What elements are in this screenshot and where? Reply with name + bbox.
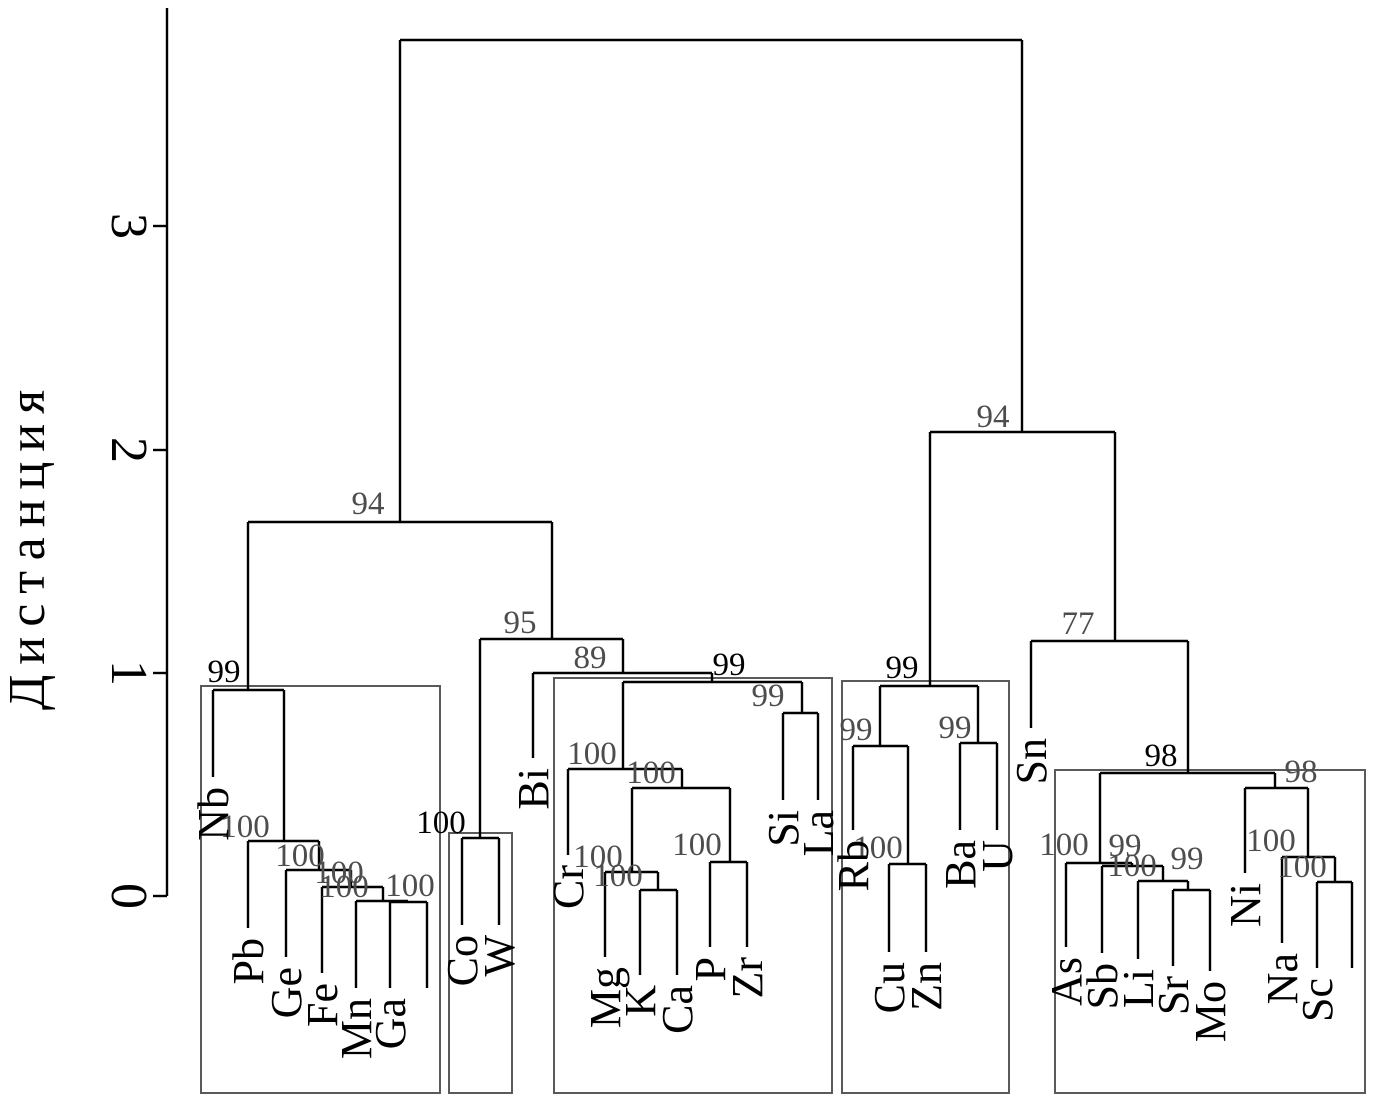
leaf-label-nb: Nb [189, 787, 238, 841]
dendrogram-tree-lines [211, 38, 1354, 988]
leaf-label-cr: Cr [544, 865, 593, 909]
bootstrap-value: 95 [504, 605, 537, 641]
bootstrap-value: 100 [220, 809, 270, 845]
leaf-label-ba: Ba [936, 840, 985, 889]
bootstrap-value: 98 [1145, 738, 1178, 774]
leaf-label-mn: Mn [332, 998, 381, 1059]
bootstrap-value: 94 [977, 399, 1010, 435]
leaf-label-ni: Ni [1221, 883, 1270, 927]
bootstrap-value: 99 [939, 710, 972, 746]
bootstrap-value: 100 [567, 736, 617, 772]
bootstrap-value: 100 [385, 868, 435, 904]
cluster-box [553, 677, 833, 1094]
y-axis-tick-label: 3 [100, 213, 157, 239]
leaf-label-fe: Fe [298, 983, 347, 1027]
bootstrap-value: 98 [1285, 754, 1318, 790]
leaf-label-ga: Ga [366, 998, 415, 1049]
bootstrap-value: 99 [1109, 828, 1142, 864]
leaf-label-zn: Zn [902, 962, 951, 1011]
leaf-label-w: W [475, 935, 524, 977]
leaf-label-sr: Sr [1149, 976, 1198, 1015]
leaf-label-co: Co [438, 935, 487, 986]
bootstrap-value: 100 [1246, 823, 1296, 859]
y-axis-tick-label: 1 [100, 660, 157, 686]
bootstrap-value: 99 [752, 678, 785, 714]
bootstrap-value: 99 [1171, 841, 1204, 877]
leaf-label-mg: Mg [581, 967, 630, 1028]
bootstrap-value: 100 [275, 838, 325, 874]
y-axis: 0 1 2 3 [100, 8, 169, 909]
leaf-label-p: P [686, 957, 735, 981]
bootstrap-value: 99 [713, 647, 746, 683]
y-axis-tick-label: 2 [100, 437, 157, 463]
leaf-label-sc: Sc [1293, 978, 1342, 1022]
bootstrap-value: 94 [352, 486, 385, 522]
leaf-label-sb: Sb [1078, 963, 1127, 1009]
bootstrap-value: 100 [593, 858, 643, 894]
bootstrap-value: 100 [626, 755, 676, 791]
bootstrap-value: 99 [886, 650, 919, 686]
leaf-label-u: U [973, 840, 1022, 872]
bootstrap-value: 100 [672, 827, 722, 863]
leaf-label-cu: Cu [865, 962, 914, 1013]
leaf-label-ca: Ca [653, 985, 702, 1034]
leaf-label-k: K [616, 985, 665, 1017]
leaf-label-si: Si [759, 810, 808, 847]
bootstrap-value: 100 [314, 855, 364, 891]
bootstrap-value: 89 [574, 640, 607, 676]
leaf-label-la: La [794, 810, 843, 856]
leaf-label-bi: Bi [509, 768, 558, 810]
leaf-label-rb: Rb [829, 840, 878, 891]
leaf-label-zr: Zr [723, 957, 772, 999]
bootstrap-value: 77 [1062, 606, 1095, 642]
bootstrap-value: 100 [319, 869, 369, 905]
leaf-label-as: As [1042, 957, 1091, 1006]
bootstrap-value: 99 [840, 712, 873, 748]
leaf-label-li: Li [1114, 969, 1163, 1008]
y-axis-tick-label: 0 [100, 883, 157, 909]
leaf-label-ge: Ge [262, 967, 311, 1018]
bootstrap-value: 99 [208, 654, 241, 690]
bootstrap-value: 100 [573, 839, 623, 875]
leaf-label-pb: Pb [224, 938, 273, 984]
leaf-label-mo: Mo [1186, 981, 1235, 1042]
cluster-box [1054, 769, 1366, 1094]
leaf-label-sn: Sn [1007, 738, 1056, 784]
bootstrap-value: 100 [1039, 827, 1089, 863]
bootstrap-value: 100 [853, 830, 903, 866]
cluster-box [200, 685, 441, 1094]
leaf-label-na: Na [1258, 953, 1307, 1004]
bootstrap-value: 100 [1277, 849, 1327, 885]
y-axis-title: Дистанция [0, 380, 56, 710]
bootstrap-value: 100 [1107, 848, 1157, 884]
bootstrap-value: 100 [416, 805, 466, 841]
cluster-box [841, 680, 1010, 1094]
